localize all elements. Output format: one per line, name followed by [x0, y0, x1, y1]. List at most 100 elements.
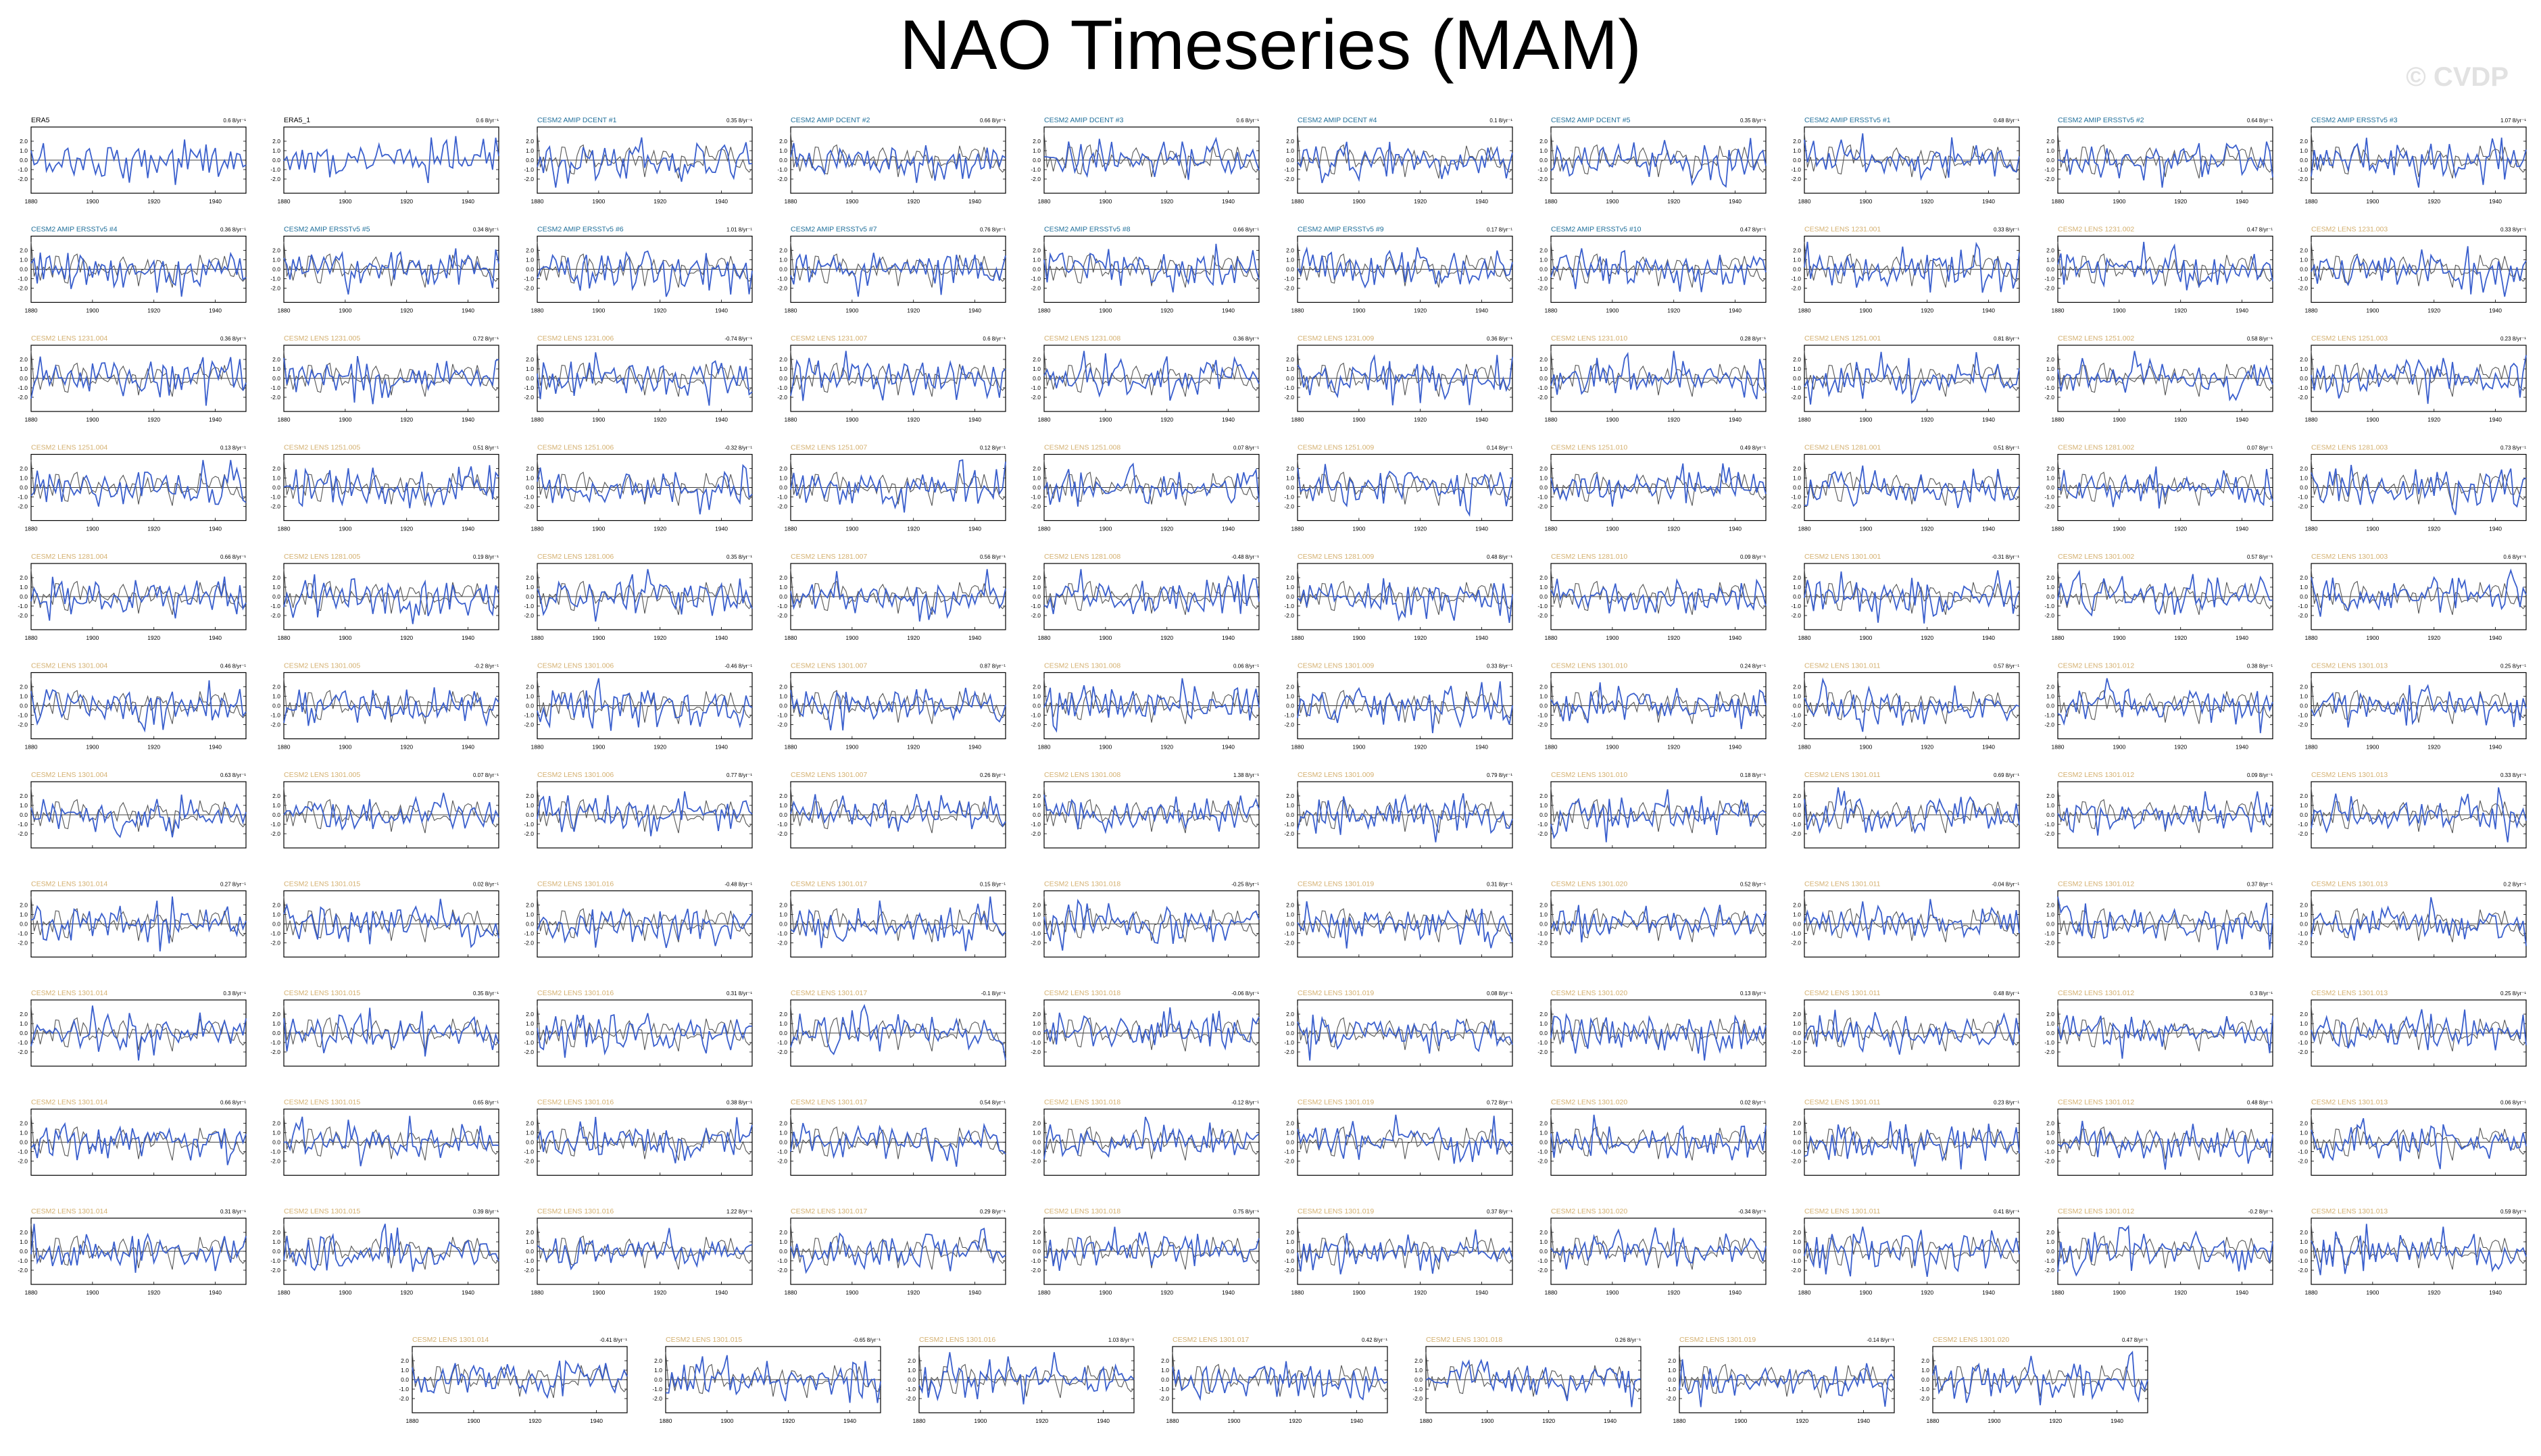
y-tick-label: -1.0: [1284, 1039, 1294, 1046]
panel-trend-label: 0.24 8/yr⁻¹: [1740, 663, 1766, 670]
panel-title: CESM2 LENS 1251.008: [1044, 444, 1120, 452]
y-tick-label: -2.0: [1791, 1158, 1801, 1165]
panel-trend-label: 0.28 8/yr⁻¹: [1740, 336, 1766, 342]
series-line-obs: [1804, 787, 2020, 834]
panel-title: CESM2 LENS 1301.018: [1044, 989, 1120, 997]
y-tick-label: -2.0: [18, 394, 28, 401]
y-tick-label: -1.0: [1791, 1257, 1801, 1264]
series-line-obs: [790, 1114, 1006, 1161]
y-tick-label: -2.0: [777, 1158, 787, 1165]
y-tick-label: 1.0: [526, 693, 534, 700]
series-line-obs: [30, 896, 247, 943]
y-tick-label: 1.0: [1286, 1238, 1294, 1245]
y-tick-label: 2.0: [2046, 574, 2054, 581]
y-tick-label: -1.0: [524, 384, 534, 391]
y-tick-label: -1.0: [1031, 384, 1041, 391]
panel-trend-label: 0.42 8/yr⁻¹: [1362, 1337, 1387, 1343]
panel-trend-label: 0.07 8/yr⁻¹: [1233, 445, 1259, 451]
series-line-model: [537, 1013, 753, 1058]
y-tick-label: 0.0: [272, 1139, 280, 1146]
y-tick-label: 2.0: [779, 1011, 787, 1018]
x-tick-label: 1920: [400, 307, 413, 314]
y-tick-label: 2.0: [779, 1120, 787, 1127]
x-tick-label: 1920: [907, 526, 920, 532]
y-tick-label: 0.0: [1539, 1030, 1548, 1036]
panel-trend-label: 0.77 8/yr⁻¹: [726, 772, 752, 778]
y-tick-label: -2.0: [1791, 1267, 1801, 1274]
y-tick-label: 0.0: [779, 484, 787, 491]
x-tick-label: 1880: [1291, 744, 1304, 751]
y-tick-label: 0.0: [1539, 375, 1548, 382]
x-tick-label: 1900: [2113, 307, 2125, 314]
y-tick-label: 1.0: [272, 147, 280, 154]
y-tick-label: 1.0: [2300, 802, 2308, 809]
x-tick-label: 1900: [2366, 634, 2379, 641]
y-tick-label: -1.0: [524, 494, 534, 501]
panel-trend-label: 0.48 8/yr⁻¹: [2247, 1100, 2273, 1106]
panel-trend-label: 0.06 8/yr⁻¹: [1233, 663, 1259, 670]
y-tick-label: -2.0: [1031, 503, 1041, 510]
x-tick-label: 1920: [1414, 526, 1427, 532]
series-line-obs: [918, 1352, 1135, 1399]
x-tick-label: 1940: [462, 1289, 474, 1296]
cvdp-watermark: © CVDP: [2406, 62, 2509, 92]
series-line-obs: [283, 241, 499, 288]
y-tick-label: 1.0: [1033, 1020, 1041, 1027]
x-tick-label: 1940: [715, 526, 728, 532]
panel-title: CESM2 LENS 1281.005: [284, 553, 360, 561]
y-tick-label: 2.0: [1033, 574, 1041, 581]
panel-title: CESM2 LENS 1251.003: [2311, 334, 2388, 343]
y-tick-label: -1.0: [2298, 494, 2308, 501]
panel-trend-label: 0.47 8/yr⁻¹: [1740, 227, 1766, 233]
x-tick-label: 1880: [278, 744, 291, 751]
series-line-obs: [1043, 896, 1260, 943]
y-tick-label: 1.0: [1286, 475, 1294, 482]
series-line-model: [1172, 1361, 1388, 1401]
panel-trend-label: 0.19 8/yr⁻¹: [473, 554, 499, 560]
x-tick-label: 1880: [1545, 744, 1558, 751]
y-tick-label: 1.0: [20, 802, 28, 809]
y-tick-label: -2.0: [270, 394, 280, 401]
series-line-obs: [1804, 1005, 2020, 1052]
y-tick-label: 2.0: [2300, 1229, 2308, 1236]
x-tick-label: 1900: [2113, 416, 2125, 423]
timeseries-panel: CESM2 LENS 1301.017 0.54 8/yr⁻¹ 2.0 1.0 0.0 -…: [777, 1099, 1006, 1176]
x-tick-label: 1920: [147, 416, 160, 423]
y-tick-label: -1.0: [1537, 821, 1548, 828]
panel-title: CESM2 LENS 1231.007: [791, 334, 867, 343]
y-tick-label: 2.0: [2046, 247, 2054, 254]
y-tick-label: 1.0: [2046, 257, 2054, 263]
series-line-obs: [30, 1005, 247, 1052]
y-tick-label: 2.0: [272, 1011, 280, 1018]
timeseries-panel: CESM2 LENS 1301.014 0.66 8/yr⁻¹ 2.0 1.0 0.0 -…: [18, 1099, 247, 1176]
x-tick-label: 1900: [592, 1289, 605, 1296]
y-tick-label: 2.0: [779, 1229, 787, 1236]
panel-title: CESM2 LENS 1301.002: [2058, 553, 2134, 561]
panel-trend-label: 0.17 8/yr⁻¹: [1487, 227, 1512, 233]
panel-trend-label: 0.33 8/yr⁻¹: [1487, 663, 1512, 670]
y-tick-label: -1.0: [524, 1257, 534, 1264]
y-tick-label: 1.0: [1033, 1238, 1041, 1245]
x-tick-label: 1920: [1921, 416, 1933, 423]
y-tick-label: -1.0: [18, 712, 28, 719]
panel-title: CESM2 LENS 1301.007: [791, 771, 867, 779]
panel-title: CESM2 LENS 1301.013: [2311, 1099, 2388, 1107]
panel-title: CESM2 AMIP ERSSTv5 #4: [31, 226, 118, 234]
x-tick-label: 1880: [278, 307, 291, 314]
series-line-model: [2311, 1009, 2527, 1051]
y-tick-label: 1.0: [1286, 257, 1294, 263]
panel-trend-label: -0.74 8/yr⁻¹: [724, 336, 752, 342]
y-tick-label: 0.0: [272, 266, 280, 273]
panel-title: CESM2 LENS 1301.013: [2311, 1207, 2388, 1215]
x-tick-label: 1940: [209, 416, 222, 423]
y-tick-label: -2.0: [1031, 285, 1041, 292]
y-tick-label: 1.0: [20, 1020, 28, 1027]
y-tick-label: 1.0: [2300, 147, 2308, 154]
y-tick-label: -2.0: [2044, 1267, 2054, 1274]
panel-trend-label: 0.35 8/yr⁻¹: [1740, 118, 1766, 124]
y-tick-label: -2.0: [1666, 1395, 1676, 1402]
y-tick-label: -2.0: [2044, 830, 2054, 837]
y-tick-label: 0.0: [1793, 703, 1801, 709]
y-tick-label: 2.0: [779, 247, 787, 254]
panel-trend-label: 0.47 8/yr⁻¹: [2122, 1337, 2148, 1343]
